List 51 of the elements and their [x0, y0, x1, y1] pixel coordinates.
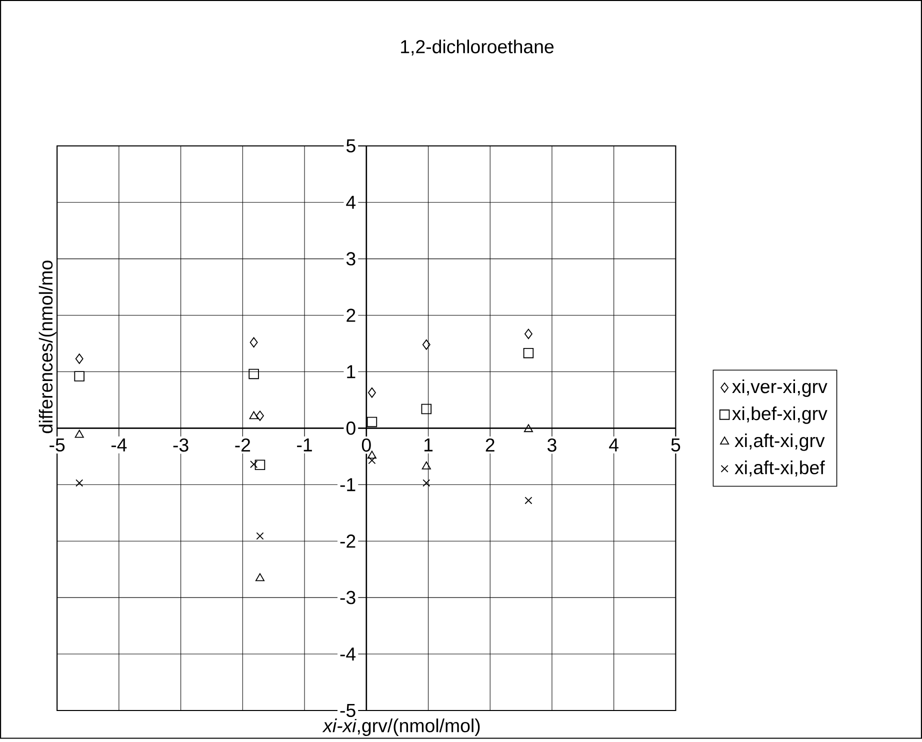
point	[524, 424, 533, 432]
point	[367, 450, 376, 459]
point	[422, 461, 431, 470]
legend-label: xi,aft-xi,bef	[734, 460, 825, 476]
point	[368, 456, 376, 464]
point	[366, 416, 378, 428]
point	[250, 337, 258, 348]
y-tick-label: 1	[347, 365, 356, 378]
x-tick-label: -3	[173, 438, 188, 452]
x-tick-label: 3	[547, 438, 556, 452]
point	[249, 411, 258, 420]
y-tick-label: 3	[346, 252, 356, 266]
y-tick-label: -3	[340, 590, 356, 604]
x-tick-label: 1	[424, 438, 433, 452]
y-tick-label: -2	[340, 534, 356, 548]
point	[524, 328, 532, 339]
x-tick-label: 4	[609, 438, 618, 452]
point	[368, 387, 376, 398]
y-tick-label: -5	[340, 704, 356, 717]
x-axis-title: xi-xi,grv/(nmol/mol)	[322, 718, 480, 736]
legend-label: xi,bef-xi,grv	[732, 406, 828, 424]
y-tick-label: -1	[340, 478, 356, 491]
x-tick-label: -5	[50, 438, 65, 452]
x-tick-label: 0	[362, 438, 371, 452]
y-axis-title: differences/(nmol/mo	[38, 260, 56, 434]
point	[248, 368, 259, 380]
y-tick-label: 2	[346, 308, 356, 322]
legend-label: xi,aft-xi,grv	[734, 433, 825, 451]
x-tick-label: -2	[235, 438, 250, 452]
point	[256, 532, 264, 540]
point	[421, 404, 432, 414]
x-tick-label: -1	[297, 438, 312, 452]
point	[422, 479, 430, 487]
x-tick-label: 2	[486, 438, 494, 452]
y-tick-label: -4	[340, 647, 356, 660]
y-tick-label: 4	[346, 196, 356, 209]
point	[255, 573, 264, 582]
point	[524, 496, 532, 504]
x-tick-label: -4	[111, 438, 127, 452]
y-tick-label: 0	[346, 421, 356, 435]
point	[75, 354, 84, 364]
point	[256, 410, 264, 421]
point	[422, 339, 430, 350]
chart-title: 1,2-dichloroethane	[401, 40, 554, 56]
point	[74, 371, 84, 382]
y-tick-label: 5	[346, 139, 356, 152]
point	[523, 348, 534, 358]
point	[74, 430, 84, 438]
legend-label: xi,ver-xi,grv	[732, 379, 828, 397]
point	[76, 479, 84, 487]
x-tick-label: 5	[671, 438, 680, 452]
